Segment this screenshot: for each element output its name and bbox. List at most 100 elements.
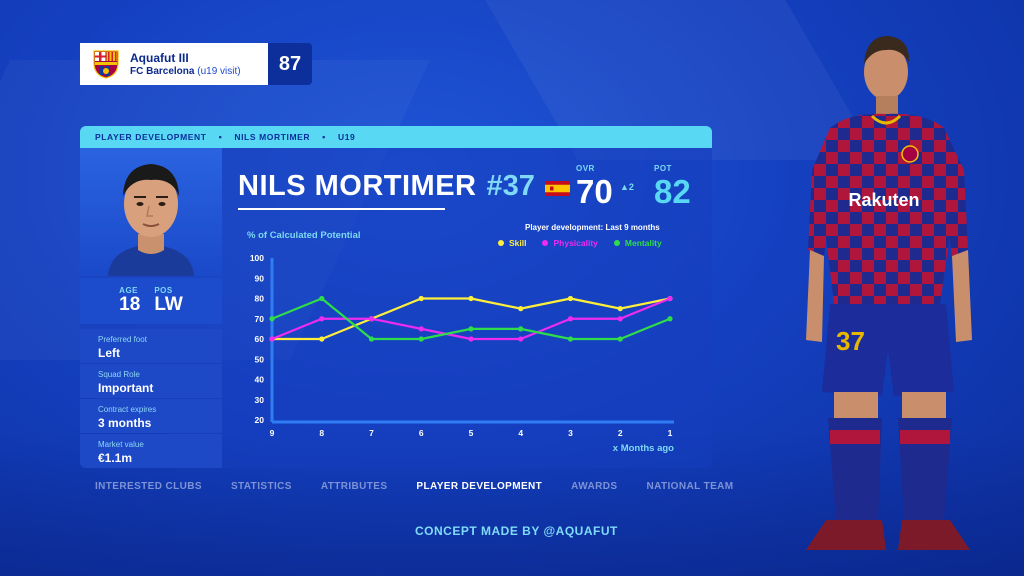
pot-label: POT (654, 164, 672, 173)
x-tick-label: 3 (568, 428, 573, 438)
player-sidebar: AGE 18 POS LW Preferred foot Left Squad … (80, 148, 222, 468)
player-name-row: NILS MORTIMER #37 (238, 170, 570, 203)
club-info: Aquafut III FC Barcelona (u19 visit) (80, 43, 268, 85)
age-value: 18 (119, 294, 141, 315)
x-tick-label: 4 (518, 428, 523, 438)
legend-label: Skill (509, 238, 527, 248)
info-value: 3 months (98, 416, 152, 430)
legend-dot (613, 240, 620, 246)
data-point-mentality (617, 336, 623, 342)
legend-dot (542, 240, 549, 246)
age-label: AGE (119, 286, 139, 295)
data-point-physicality (567, 316, 574, 322)
ovr-value: 70 (576, 173, 613, 210)
info-label: Squad Role (98, 370, 140, 379)
player-photo (80, 148, 222, 276)
y-tick-label: 30 (255, 395, 265, 405)
pot-block: POT 82 (654, 164, 704, 208)
club-subtitle: FC Barcelona (u19 visit) (130, 66, 241, 77)
spain-flag-icon (544, 181, 570, 196)
legend-label: Physicality (553, 238, 598, 248)
position-value: LW (154, 294, 183, 315)
position-cell: POS LW (154, 286, 183, 324)
breadcrumb-separator: ▪ (218, 132, 223, 142)
player-avatar-icon (108, 164, 194, 276)
club-rating: 87 (268, 43, 312, 85)
pot-value: 82 (654, 173, 691, 210)
y-tick-label: 50 (255, 354, 265, 364)
y-tick-label: 60 (255, 334, 265, 344)
info-label: Preferred foot (98, 335, 147, 344)
player-development-panel: PLAYER DEVELOPMENT ▪ NILS MORTIMER ▪ U19… (80, 126, 712, 468)
series-line-physicality (271, 297, 671, 341)
data-point-mentality (319, 295, 325, 302)
data-point-physicality (319, 316, 325, 322)
player-figure-image: Rakuten 37 (806, 36, 972, 550)
ovr-change-indicator: ▲2 (620, 182, 634, 192)
tab-awards[interactable]: AWARDS (571, 481, 618, 492)
breadcrumb-item[interactable]: U19 (337, 132, 356, 142)
legend-item-physicality: Physicality (542, 238, 598, 248)
player-number: #37 (486, 170, 535, 202)
svg-text:Rakuten: Rakuten (848, 190, 919, 210)
chart-legend: Skill Physicality Mentality (498, 238, 662, 248)
tab-statistics[interactable]: STATISTICS (230, 481, 292, 492)
data-point-physicality (269, 336, 275, 342)
chart-title: % of Calculated Potential (247, 230, 361, 241)
x-tick-label: 5 (469, 428, 474, 438)
data-point-mentality (468, 326, 474, 332)
tab-national-team[interactable]: NATIONAL TEAM (646, 481, 734, 492)
legend-dot (498, 240, 504, 246)
info-market-value: Market value €1.1m (80, 434, 222, 468)
tab-bar: INTERESTED CLUBS STATISTICS ATTRIBUTES P… (95, 481, 763, 492)
x-tick-label: 2 (618, 428, 623, 438)
y-tick-label: 90 (255, 273, 265, 283)
breadcrumb-item[interactable]: PLAYER DEVELOPMENT (95, 132, 207, 142)
data-point-physicality (418, 326, 424, 332)
data-point-mentality (269, 316, 275, 322)
x-axis-label: x Months ago (613, 443, 674, 454)
tab-attributes[interactable]: ATTRIBUTES (320, 481, 388, 492)
data-point-skill (567, 295, 574, 302)
chart-subtitle: Player development: Last 9 months (525, 223, 660, 232)
x-tick-label: 9 (270, 428, 275, 438)
info-label: Market value (98, 440, 144, 449)
ovr-label: OVR (576, 164, 595, 173)
y-tick-label: 40 (255, 375, 265, 385)
y-tick-label: 100 (250, 253, 264, 263)
breadcrumb-item[interactable]: NILS MORTIMER (234, 132, 311, 142)
info-value: €1.1m (98, 451, 133, 465)
info-contract-expires: Contract expires 3 months (80, 399, 222, 433)
data-point-physicality (518, 336, 524, 342)
tab-player-development[interactable]: PLAYER DEVELOPMENT (416, 481, 543, 492)
tab-interested-clubs[interactable]: INTERESTED CLUBS (95, 481, 202, 492)
data-point-physicality (617, 316, 623, 322)
data-point-mentality (518, 326, 524, 332)
club-title: Aquafut III (130, 51, 189, 65)
data-point-skill (617, 306, 623, 312)
data-point-skill (468, 295, 474, 302)
club-name: FC Barcelona (130, 66, 195, 77)
legend-label: Mentality (624, 238, 662, 248)
x-tick-label: 1 (668, 428, 673, 438)
x-tick-label: 7 (369, 428, 374, 438)
data-point-physicality (667, 295, 673, 302)
data-point-mentality (368, 336, 375, 342)
data-point-mentality (567, 336, 574, 342)
y-tick-label: 20 (255, 415, 265, 425)
breadcrumb: PLAYER DEVELOPMENT ▪ NILS MORTIMER ▪ U19 (80, 126, 712, 148)
fc-barcelona-crest-icon (93, 50, 119, 79)
age-cell: AGE 18 (119, 286, 140, 324)
legend-item-mentality: Mentality (613, 238, 662, 248)
info-preferred-foot: Preferred foot Left (80, 329, 222, 363)
info-squad-role: Squad Role Important (80, 364, 222, 398)
name-underline (238, 208, 445, 210)
info-value: Left (98, 346, 120, 360)
data-point-mentality (418, 336, 424, 342)
info-label: Contract expires (98, 405, 157, 414)
data-point-skill (319, 336, 325, 342)
y-tick-label: 70 (255, 314, 265, 324)
x-tick-label: 6 (419, 428, 424, 438)
club-card[interactable]: Aquafut III FC Barcelona (u19 visit) 87 (80, 43, 312, 85)
y-tick-label: 80 (255, 294, 265, 304)
